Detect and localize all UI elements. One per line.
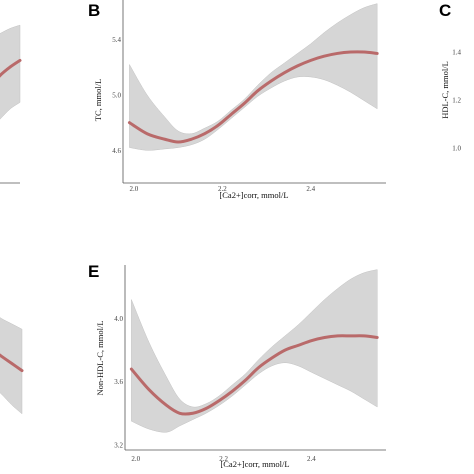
panel-e-ci-band <box>131 269 378 433</box>
panel-d-fitted-line <box>0 353 24 373</box>
panel-e-x-tick-label: 2.4 <box>307 455 316 463</box>
panel-b-ci-band <box>129 3 378 151</box>
panel-c-y-tick-label: 1.4 <box>452 49 461 57</box>
panel-b-curve <box>127 50 379 144</box>
panel-b-y-ticks: 4.6 5.0 5.4 <box>112 36 121 155</box>
panel-e-letter: E <box>88 262 99 281</box>
panel-b-fitted-line <box>127 50 379 144</box>
panel-a-ci-band-area <box>0 24 21 120</box>
panel-b-y-tick-label: 5.0 <box>112 91 121 99</box>
panel-e-x-ticks: 2.0 2.2 2.4 <box>131 455 316 463</box>
panel-d <box>0 317 24 415</box>
panel-c-y-label: HDL-C, mmol/L <box>440 61 450 119</box>
panel-e-y-label: Non-HDL-C, mmol/L <box>95 320 105 395</box>
panel-b-x-tick-label: 2.0 <box>129 185 138 193</box>
panel-d-curve <box>0 353 24 373</box>
panel-a-ci-band <box>0 24 21 120</box>
panel-b-x-tick-label: 2.2 <box>218 185 227 193</box>
panel-b-x-tick-label: 2.4 <box>306 185 315 193</box>
panel-e: E 2.0 2.2 2.4 3.2 3.6 4.0 [Ca2+]corr, mmol/L… <box>88 262 386 469</box>
panel-c-y-tick-label: 1.0 <box>452 145 461 153</box>
panel-b-letter: B <box>88 1 100 20</box>
panel-e-x-label: [Ca2+]corr, mmol/L <box>220 459 289 469</box>
panel-b-y-label: TC, mmol/L <box>93 79 103 122</box>
panel-b-y-tick-label: 5.4 <box>112 36 121 44</box>
panel-a-fitted-line <box>0 58 22 78</box>
panel-e-ci-band-area <box>131 269 378 433</box>
panel-b-ci-band-area <box>129 3 378 151</box>
panel-d-ci-band <box>0 317 23 415</box>
panel-e-y-ticks: 3.2 3.6 4.0 <box>114 315 123 449</box>
panel-e-x-tick-label: 2.0 <box>131 455 140 463</box>
panel-b-x-label: [Ca2+]corr, mmol/L <box>219 190 288 200</box>
panel-d-ci-band-area <box>0 317 23 415</box>
panel-c-letter: C <box>439 1 451 20</box>
panel-b-x-ticks: 2.0 2.2 2.4 <box>129 185 315 193</box>
panel-c: C HDL-C, mmol/L 1.0 1.2 1.4 <box>439 1 462 153</box>
panel-e-fitted-line <box>129 334 379 416</box>
panel-a <box>0 24 22 184</box>
panel-a-curve <box>0 58 22 78</box>
panel-c-y-ticks: 1.0 1.2 1.4 <box>452 49 461 153</box>
panel-c-y-tick-label: 1.2 <box>452 97 461 105</box>
panel-e-y-tick-label: 3.6 <box>114 378 123 386</box>
panel-e-y-tick-label: 4.0 <box>114 315 123 323</box>
panel-b: B 2.0 2.2 2.4 4.6 5.0 5.4 [Ca2+]corr, mmol/L… <box>88 0 386 200</box>
panel-e-curve <box>129 334 379 416</box>
panel-e-y-tick-label: 3.2 <box>114 441 123 449</box>
panel-b-y-tick-label: 4.6 <box>112 147 121 155</box>
panel-e-x-tick-label: 2.2 <box>219 455 228 463</box>
